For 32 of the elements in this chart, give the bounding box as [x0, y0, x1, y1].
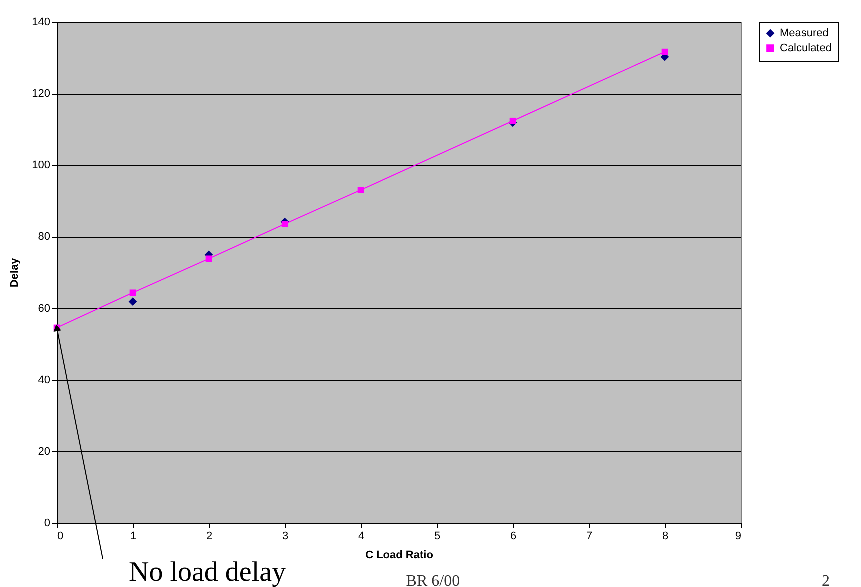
x-tick-label: 5 — [434, 530, 441, 542]
x-tick-label: 7 — [586, 530, 593, 542]
text: 2 — [822, 573, 830, 587]
y-tick-label: 80 — [38, 231, 50, 244]
y-tick-label: 120 — [32, 88, 50, 100]
x-tick-label: 1 — [130, 530, 137, 542]
y-axis-title: Delay — [9, 257, 22, 288]
y-tick-label: 20 — [38, 446, 50, 458]
x-tick-label: 4 — [358, 530, 365, 542]
y-tick-label: 40 — [38, 374, 50, 386]
point — [358, 187, 364, 194]
point — [128, 298, 138, 306]
legend-label: Measured — [780, 28, 829, 40]
x-tick-label: 0 — [58, 530, 64, 542]
x-tick-label: 8 — [662, 530, 669, 542]
point — [510, 118, 516, 124]
annotation: No load delay — [129, 557, 286, 587]
y-tick-label: 60 — [38, 302, 50, 315]
x-tick-label: 9 — [735, 530, 742, 542]
y-tick-label: 0 — [44, 518, 50, 530]
x-axis-title: C Load Ratio — [366, 550, 434, 562]
x-tick-label: 2 — [206, 530, 213, 542]
point — [206, 256, 212, 262]
y-tick-label: 100 — [32, 160, 50, 172]
y-tick-label: 140 — [32, 16, 50, 28]
text: BR 6/00 — [406, 573, 460, 587]
point — [282, 221, 288, 228]
x-tick-label: 6 — [510, 530, 517, 542]
point — [130, 290, 136, 296]
legend-label: Calculated — [780, 42, 832, 54]
x-tick-label: 3 — [282, 530, 289, 542]
point — [662, 48, 668, 56]
